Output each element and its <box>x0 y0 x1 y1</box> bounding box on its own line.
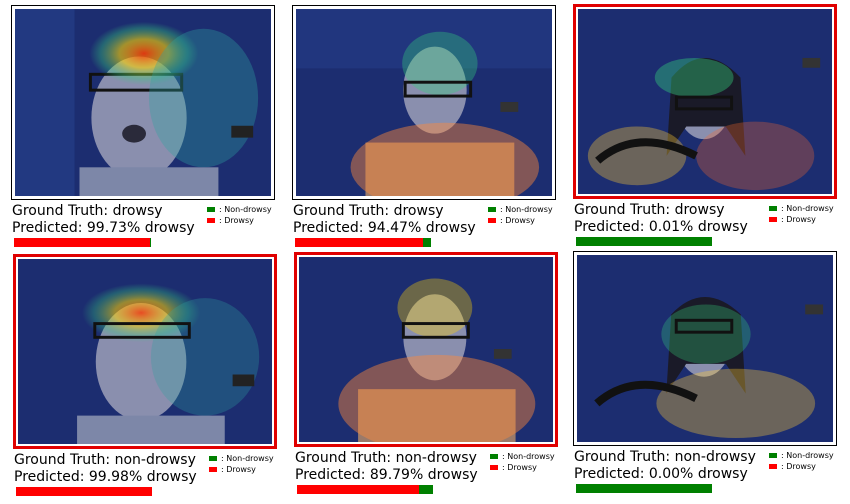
result-panel-3: Ground Truth: drowsy Predicted: 0.01% dr… <box>573 4 843 254</box>
result-panel-2: Ground Truth: drowsy Predicted: 94.47% d… <box>292 5 562 255</box>
ground-truth-label: Ground Truth: drowsy <box>574 202 725 219</box>
legend-drowsy-label: : Drowsy <box>781 214 816 225</box>
non-drowsy-segment <box>423 238 431 247</box>
non-drowsy-swatch <box>769 206 777 211</box>
drowsy-swatch <box>207 218 215 223</box>
drowsy-swatch <box>209 467 217 472</box>
legend-drowsy-label: : Drowsy <box>502 462 537 473</box>
ground-truth-label: Ground Truth: drowsy <box>12 203 163 220</box>
result-panel-6: Ground Truth: non-drowsy Predicted: 0.00… <box>573 251 843 501</box>
image-frame <box>292 5 556 200</box>
heatmap-image-2 <box>296 9 552 196</box>
image-frame <box>13 254 277 449</box>
predicted-label: Predicted: 89.79% drowsy <box>295 467 478 484</box>
drowsy-swatch <box>769 464 777 469</box>
drowsy-segment <box>16 487 152 496</box>
legend-non-drowsy-label: : Non-drowsy <box>221 453 274 464</box>
predicted-label: Predicted: 99.73% drowsy <box>12 220 195 237</box>
legend: : Non-drowsy : Drowsy <box>490 451 555 473</box>
non-drowsy-segment <box>419 485 433 494</box>
result-panel-4: Ground Truth: non-drowsy Predicted: 99.9… <box>13 254 283 504</box>
legend: : Non-drowsy : Drowsy <box>209 453 274 475</box>
non-drowsy-swatch <box>207 207 215 212</box>
drowsy-swatch <box>488 218 496 223</box>
image-frame <box>573 251 837 446</box>
legend-drowsy-label: : Drowsy <box>219 215 254 226</box>
legend: : Non-drowsy : Drowsy <box>769 450 834 472</box>
legend-non-drowsy-label: : Non-drowsy <box>219 204 272 215</box>
image-frame <box>294 252 558 447</box>
predicted-label: Predicted: 94.47% drowsy <box>293 220 476 237</box>
ground-truth-label: Ground Truth: non-drowsy <box>574 449 756 466</box>
predicted-label: Predicted: 0.00% drowsy <box>574 466 748 483</box>
non-drowsy-segment <box>576 237 712 246</box>
heatmap-image-3 <box>578 9 832 194</box>
probability-bar <box>295 238 431 247</box>
predicted-label: Predicted: 0.01% drowsy <box>574 219 748 236</box>
drowsy-segment <box>14 238 150 247</box>
ground-truth-label: Ground Truth: drowsy <box>293 203 444 220</box>
probability-bar <box>14 238 150 247</box>
legend-non-drowsy-label: : Non-drowsy <box>500 204 553 215</box>
image-frame <box>573 4 837 199</box>
legend-drowsy-label: : Drowsy <box>221 464 256 475</box>
image-frame <box>11 5 275 200</box>
ground-truth-label: Ground Truth: non-drowsy <box>295 450 477 467</box>
ground-truth-label: Ground Truth: non-drowsy <box>14 452 196 469</box>
drowsy-swatch <box>769 217 777 222</box>
legend: : Non-drowsy : Drowsy <box>769 203 834 225</box>
non-drowsy-swatch <box>769 453 777 458</box>
drowsy-segment <box>297 485 419 494</box>
legend-drowsy-label: : Drowsy <box>781 461 816 472</box>
non-drowsy-segment <box>576 484 712 493</box>
drowsy-swatch <box>490 465 498 470</box>
non-drowsy-swatch <box>488 207 496 212</box>
legend-non-drowsy-label: : Non-drowsy <box>781 203 834 214</box>
heatmap-image-5 <box>299 257 553 442</box>
drowsy-segment <box>295 238 423 247</box>
non-drowsy-swatch <box>209 456 217 461</box>
predicted-label: Predicted: 99.98% drowsy <box>14 469 197 486</box>
probability-bar <box>576 237 712 246</box>
heatmap-image-6 <box>577 255 833 442</box>
heatmap-image-1 <box>15 9 271 196</box>
result-panel-5: Ground Truth: non-drowsy Predicted: 89.7… <box>294 252 564 502</box>
probability-bar <box>576 484 712 493</box>
result-panel-1: Ground Truth: drowsy Predicted: 99.73% d… <box>11 5 281 255</box>
probability-bar <box>297 485 433 494</box>
legend-non-drowsy-label: : Non-drowsy <box>502 451 555 462</box>
legend-drowsy-label: : Drowsy <box>500 215 535 226</box>
probability-bar <box>16 487 152 496</box>
legend: : Non-drowsy : Drowsy <box>207 204 272 226</box>
non-drowsy-swatch <box>490 454 498 459</box>
legend: : Non-drowsy : Drowsy <box>488 204 553 226</box>
legend-non-drowsy-label: : Non-drowsy <box>781 450 834 461</box>
heatmap-image-4 <box>18 259 272 444</box>
